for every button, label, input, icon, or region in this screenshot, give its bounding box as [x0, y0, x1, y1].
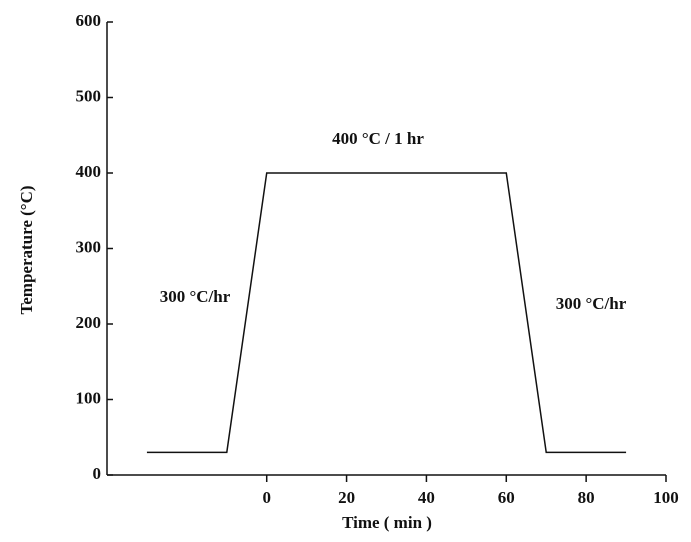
- y-tick-label: 300: [76, 237, 102, 256]
- annotation: 400 °C / 1 hr: [332, 129, 424, 148]
- y-tick-label: 500: [76, 86, 102, 105]
- line: [146, 172, 627, 454]
- x-tick-label: 60: [498, 488, 515, 507]
- y-tick-label: 600: [76, 11, 102, 30]
- x-tick-label: 0: [262, 488, 271, 507]
- y-tick-label: 0: [93, 464, 102, 483]
- y-axis-label: Temperature (°C): [17, 185, 36, 314]
- x-tick-label: 20: [338, 488, 355, 507]
- y-tick-label: 400: [76, 162, 102, 181]
- y-tick-label: 200: [76, 313, 102, 332]
- annotation: 300 °C/hr: [556, 294, 627, 313]
- x-tick-label: 80: [578, 488, 595, 507]
- annotation: 300 °C/hr: [160, 287, 231, 306]
- x-tick-label: 100: [653, 488, 679, 507]
- x-axis-label: Time ( min ): [342, 513, 432, 532]
- x-tick-label: 40: [418, 488, 435, 507]
- y-tick-label: 100: [76, 388, 102, 407]
